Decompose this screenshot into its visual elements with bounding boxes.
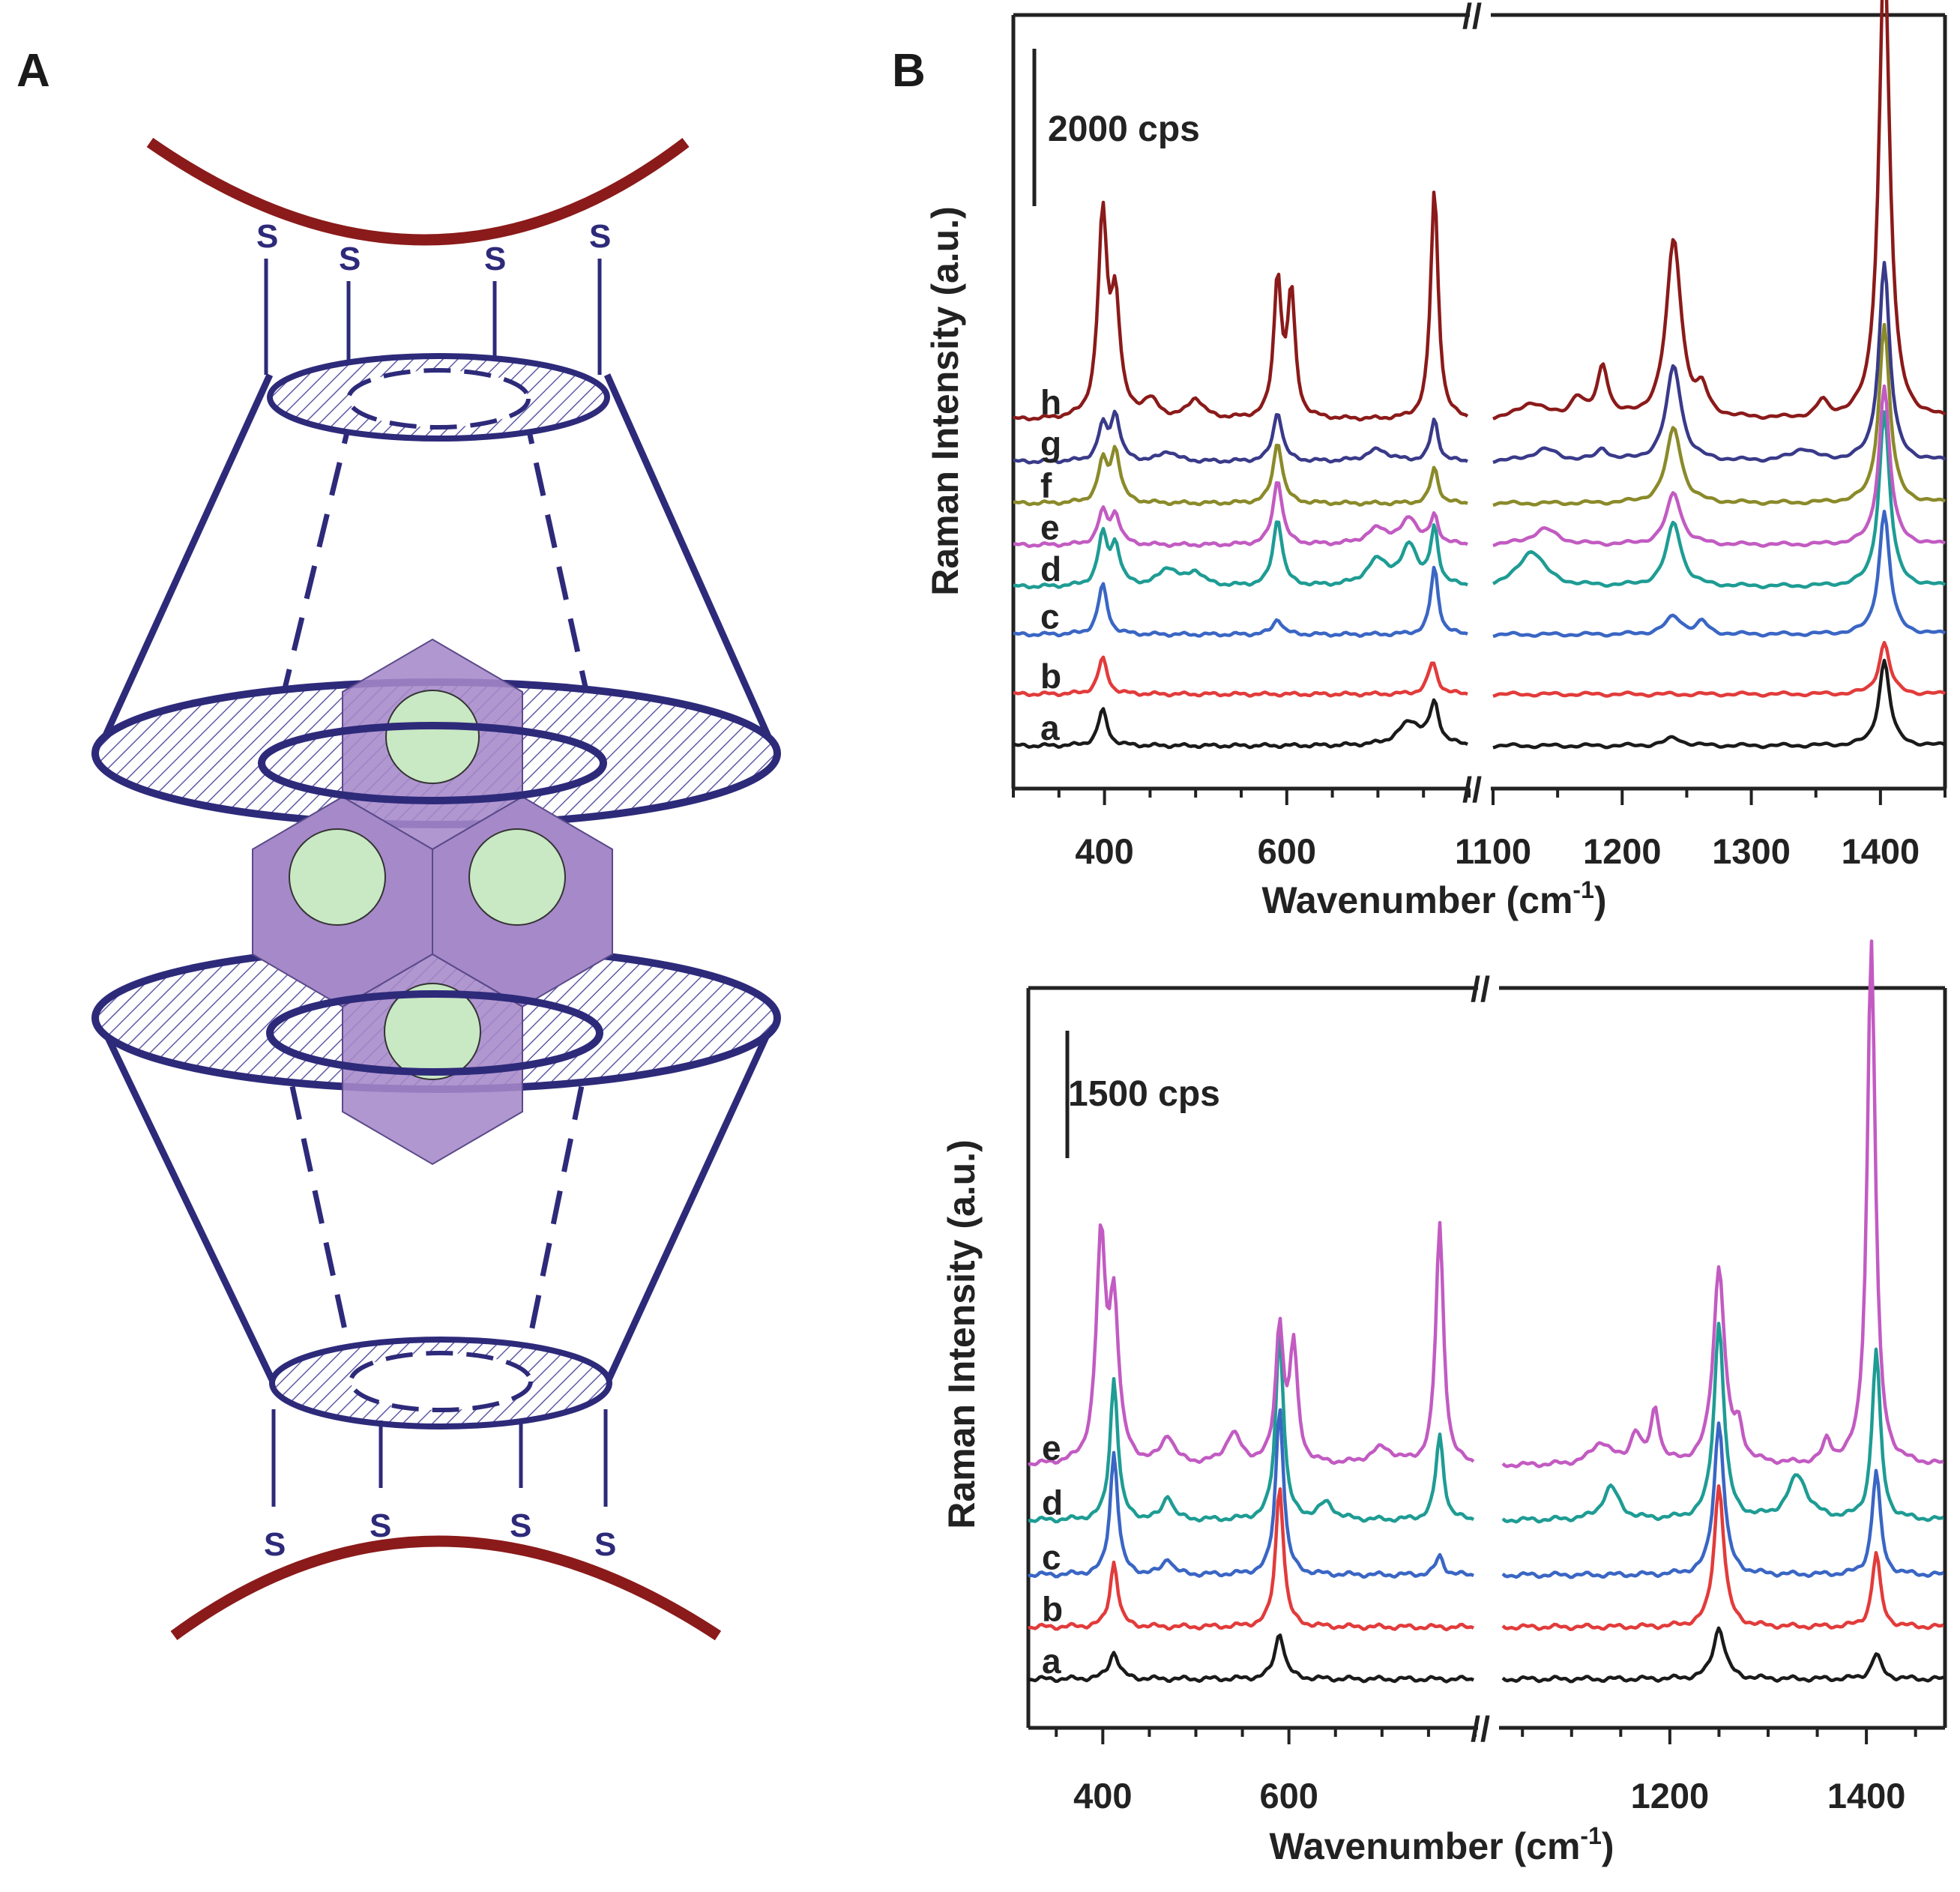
spectrum-trace-a xyxy=(1501,1626,1944,1684)
x-tick-label: 1400 xyxy=(1827,1776,1906,1816)
y-axis-title: Raman Intensity (a.u.) xyxy=(941,1139,983,1529)
spectrum-trace-d xyxy=(1501,1322,1944,1524)
trace-label-d: d xyxy=(1042,1483,1063,1522)
spectrum-trace-b xyxy=(1013,655,1468,698)
trace-label-g: g xyxy=(1040,424,1061,463)
axis-break-mark: // xyxy=(1462,0,1482,36)
x-axis-title-superscript: -1 xyxy=(1572,876,1593,903)
x-axis-title: Wavenumber (cm-1) xyxy=(1269,1822,1614,1867)
spectrum-trace-e xyxy=(1501,939,1944,1468)
trace-label-c: c xyxy=(1042,1537,1061,1576)
spectrum-trace-c xyxy=(1028,1408,1475,1579)
panel-a-label: A xyxy=(16,45,50,97)
spectrum-trace-h xyxy=(1492,0,1947,421)
spectrum-trace-c xyxy=(1492,509,1947,639)
lower-inner-dashed xyxy=(278,1034,355,1365)
upper-cone-wall xyxy=(603,373,780,755)
upper-inner-dashed xyxy=(271,410,355,735)
x-axis-title: Wavenumber (cm-1) xyxy=(1261,876,1606,921)
spectrum-trace-d xyxy=(1492,410,1947,590)
x-axis-title-close: ) xyxy=(1594,879,1607,921)
spectrum-trace-a xyxy=(1492,658,1947,750)
s-label: S xyxy=(370,1507,391,1544)
trace-label-c: c xyxy=(1040,597,1060,636)
x-tick-label: 1400 xyxy=(1842,831,1920,871)
s-label: S xyxy=(264,1526,286,1563)
axis-break-mark: // xyxy=(1471,969,1490,1009)
spectrum-trace-e xyxy=(1013,480,1468,549)
trace-label-f: f xyxy=(1040,466,1052,505)
spectrum-trace-b xyxy=(1028,1487,1475,1632)
upper-small-rim-hole xyxy=(346,368,531,430)
x-tick-label: 1200 xyxy=(1583,831,1662,871)
trace-label-e: e xyxy=(1040,507,1060,546)
spectrum-trace-f xyxy=(1492,322,1947,507)
s-label: S xyxy=(339,241,361,277)
s-label: S xyxy=(510,1507,531,1544)
panel-b-raman-spectra: B // // 400 600 1100 1200 1300 1400 Wavenumber (… xyxy=(892,0,1947,1867)
top-gold-surface xyxy=(146,137,690,246)
raman-chart-bottom: // // 400 600 1200 1400 Wavenumber (cm-1) Raman… xyxy=(941,939,1947,1867)
lower-large-rim-hole xyxy=(266,990,603,1076)
green-sphere xyxy=(289,828,386,926)
spectrum-trace-a xyxy=(1013,698,1468,750)
trace-label-b: b xyxy=(1042,1590,1063,1629)
x-tick-label: 600 xyxy=(1258,831,1316,871)
spectrum-trace-f xyxy=(1013,443,1468,507)
x-axis-title-close: ) xyxy=(1602,1825,1614,1867)
s-label: S xyxy=(256,218,278,255)
panel-b-label: B xyxy=(892,45,926,97)
s-label: S xyxy=(484,241,506,277)
trace-label-e: e xyxy=(1042,1428,1061,1467)
x-tick-label: 1200 xyxy=(1631,1776,1710,1816)
upper-cone-wall xyxy=(94,373,274,755)
spectrum-trace-d xyxy=(1013,520,1468,590)
x-tick-label: 400 xyxy=(1075,831,1133,871)
spectrum-trace-a xyxy=(1028,1633,1475,1684)
raman-chart-top: // // 400 600 1100 1200 1300 1400 Wavenumber (cm… xyxy=(924,0,1947,921)
spectrum-trace-c xyxy=(1501,1421,1944,1579)
upper-large-rim-hole xyxy=(258,722,607,804)
lower-small-rim-hole xyxy=(349,1351,533,1412)
trace-label-a: a xyxy=(1040,708,1060,747)
x-tick-label: 1300 xyxy=(1712,831,1791,871)
spectrum-trace-e xyxy=(1028,1220,1475,1467)
spectrum-trace-c xyxy=(1013,565,1468,638)
green-sphere xyxy=(385,690,480,784)
trace-label-b: b xyxy=(1040,657,1061,696)
green-sphere xyxy=(468,828,566,926)
x-tick-label: 600 xyxy=(1259,1776,1318,1816)
bottom-gold-surface xyxy=(170,1535,722,1641)
s-label: S xyxy=(589,218,611,255)
trace-label-a: a xyxy=(1042,1642,1061,1681)
bottom-thiol-linkers xyxy=(271,1409,608,1507)
spectrum-trace-g xyxy=(1013,409,1468,465)
upper-inner-dashed xyxy=(522,410,599,735)
spectrum-trace-b xyxy=(1501,1484,1944,1631)
spectrum-trace-b xyxy=(1492,640,1947,698)
trace-label-h: h xyxy=(1040,382,1061,421)
spectrum-trace-d xyxy=(1028,1334,1475,1524)
green-sphere xyxy=(384,983,481,1080)
spectrum-trace-g xyxy=(1492,261,1947,464)
lower-cone-wall xyxy=(94,1014,277,1385)
scale-bar-label: 2000 cps xyxy=(1048,109,1200,149)
panel-a-schematic: A S S S S xyxy=(16,45,781,1641)
lower-inner-dashed xyxy=(522,1034,595,1365)
x-tick-label: 400 xyxy=(1073,1776,1132,1816)
scale-bar-label: 1500 cps xyxy=(1068,1074,1220,1114)
x-axis-title-superscript: -1 xyxy=(1580,1822,1601,1849)
spectrum-trace-e xyxy=(1492,384,1947,548)
y-axis-title: Raman Intensity (a.u.) xyxy=(924,206,966,596)
trace-label-d: d xyxy=(1040,549,1061,588)
spectrum-trace-h xyxy=(1013,190,1469,422)
axis-break-mark: // xyxy=(1462,770,1482,810)
axis-break-mark: // xyxy=(1471,1709,1490,1749)
s-label: S xyxy=(594,1526,616,1563)
x-tick-label: 1100 xyxy=(1455,831,1531,871)
lower-cone-wall xyxy=(603,1014,780,1385)
